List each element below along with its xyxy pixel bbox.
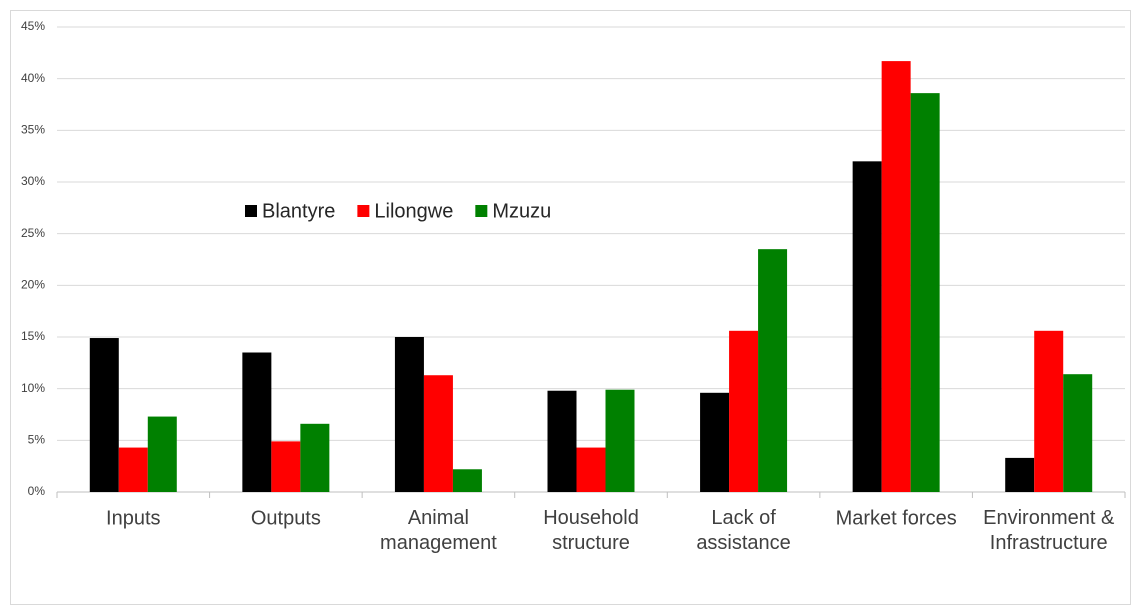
x-tick-label: Animal management [380,507,497,554]
bar [147,416,177,492]
legend-swatch [475,205,488,217]
x-tick-label: Lack of assistance [696,507,791,554]
y-tick-label: 10% [21,381,45,395]
bar [576,447,606,492]
legend-label: Blantyre [262,200,335,222]
x-tick-label: Environment & Infrastructure [983,507,1115,554]
y-tick-label: 15% [21,329,45,343]
bar [118,447,148,492]
y-tick-label: 30% [21,174,45,188]
bar [910,93,940,492]
bar [729,330,759,492]
legend-label: Mzuzu [492,200,551,222]
x-tick-label: Household structure [543,507,639,554]
bar [1005,457,1035,492]
legend-label: Lilongwe [374,200,453,222]
bar [423,375,453,492]
bar [881,61,911,492]
legend-swatch [245,205,257,217]
bar [700,392,730,492]
bar [452,469,482,492]
bar [852,161,882,493]
y-tick-label: 0% [28,484,46,498]
x-tick-label: Outputs [251,507,321,529]
bar [605,389,635,492]
y-tick-label: 5% [28,433,46,447]
y-tick-label: 20% [21,278,45,292]
bar [394,337,424,492]
y-tick-label: 45% [21,19,45,33]
bar [1063,374,1093,492]
y-tick-label: 35% [21,123,45,137]
bar [1034,330,1064,492]
bar [300,423,330,492]
y-tick-label: 40% [21,71,45,85]
bar [547,390,577,492]
bar [758,249,788,492]
x-tick-label: Inputs [106,507,160,529]
legend-swatch [357,205,370,217]
bar [242,352,272,492]
x-tick-label: Market forces [836,507,957,529]
bar [89,338,119,492]
y-tick-label: 25% [21,226,45,240]
bar [271,441,301,492]
chart-border [10,10,1131,605]
